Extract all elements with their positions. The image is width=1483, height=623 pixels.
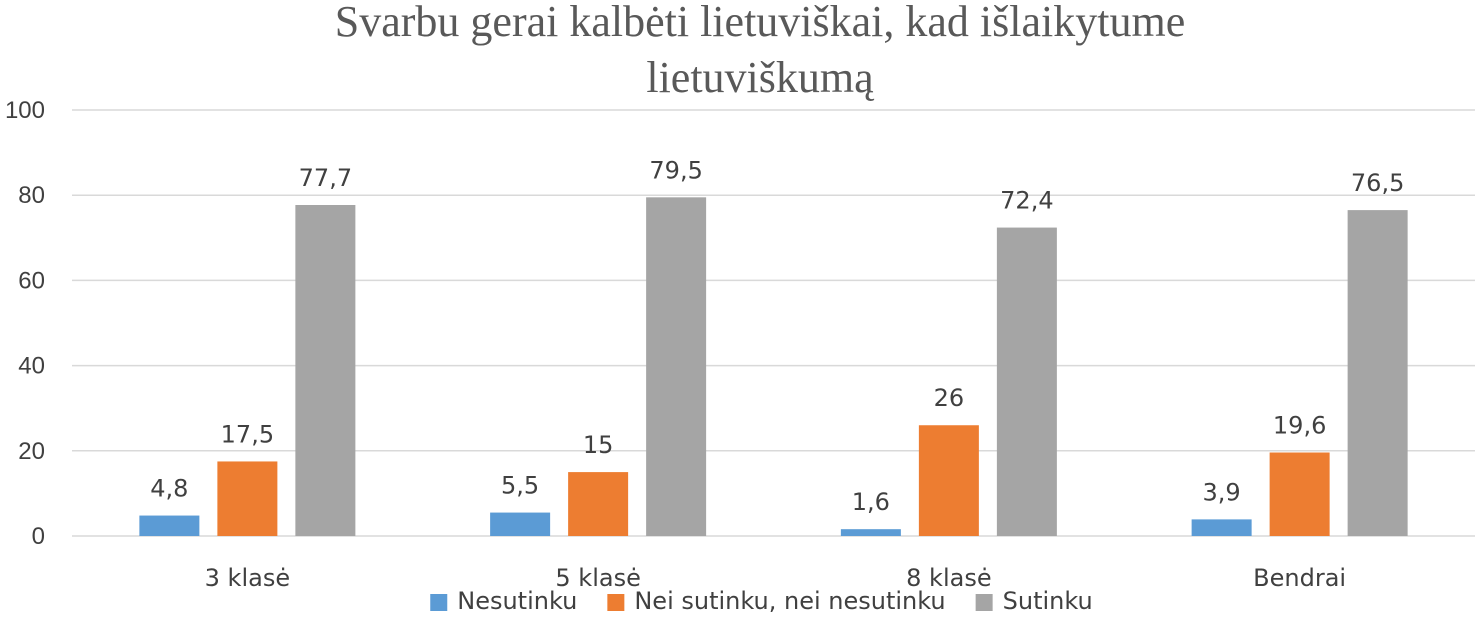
data-label: 1,6 <box>852 488 890 516</box>
data-label: 4,8 <box>150 475 188 503</box>
data-label: 76,5 <box>1351 169 1404 197</box>
data-label: 3,9 <box>1203 478 1241 506</box>
x-category-label: 3 klasė <box>205 564 290 592</box>
bar <box>139 515 200 536</box>
bars <box>139 197 1408 537</box>
x-category-label: 5 klasė <box>555 564 640 592</box>
y-tick-label: 0 <box>32 523 45 550</box>
data-label: 5,5 <box>501 472 539 500</box>
legend-swatch <box>607 594 625 611</box>
bar <box>840 529 901 536</box>
data-label: 79,5 <box>649 156 702 184</box>
y-tick-label: 20 <box>18 438 45 465</box>
data-label: 72,4 <box>1000 187 1053 215</box>
y-tick-label: 100 <box>5 97 45 124</box>
legend-item: Nesutinku <box>430 587 577 615</box>
bar <box>1191 519 1252 536</box>
y-tick-label: 80 <box>18 182 45 209</box>
data-label: 19,6 <box>1273 412 1326 440</box>
y-tick-label: 60 <box>18 267 45 294</box>
legend-label: Sutinku <box>1003 587 1093 615</box>
bar <box>996 227 1057 537</box>
bar <box>646 197 707 536</box>
legend-label: Nesutinku <box>457 587 577 615</box>
x-category-label: Bendrai <box>1253 564 1346 592</box>
x-axis: 3 klasė 5 klasė 8 klasė Bendrai <box>205 564 1346 592</box>
y-axis: 0 20 40 60 80 100 <box>5 97 45 550</box>
data-label: 26 <box>934 384 965 412</box>
data-label: 17,5 <box>221 420 274 448</box>
legend-swatch <box>430 594 448 611</box>
legend-item: Sutinku <box>975 587 1093 615</box>
y-tick-label: 40 <box>18 353 45 380</box>
x-category-label: 8 klasė <box>906 564 991 592</box>
legend-swatch <box>975 594 993 611</box>
bar <box>918 425 979 536</box>
data-labels: 4,8 17,5 77,7 5,5 15 79,5 1,6 26 72,4 3,9 19,6 76,5 <box>150 156 1404 516</box>
bar <box>295 204 356 537</box>
bar <box>490 512 551 536</box>
data-label: 77,7 <box>299 164 352 192</box>
bar <box>1269 452 1330 536</box>
bar <box>1347 210 1408 537</box>
bar <box>217 461 278 536</box>
legend-label: Nei sutinku, nei nesutinku <box>634 587 945 615</box>
legend: Nesutinku Nei sutinku, nei nesutinku Sutin… <box>430 587 1093 615</box>
data-label: 15 <box>583 431 614 459</box>
legend-item: Nei sutinku, nei nesutinku <box>607 587 946 615</box>
gridlines <box>72 109 1475 537</box>
chart-title-line-1: Svarbu gerai kalbėti lietuviškai, kad iš… <box>335 0 1185 46</box>
bar <box>568 472 629 536</box>
chart-title-line-2: lietuviškumą <box>646 53 874 102</box>
